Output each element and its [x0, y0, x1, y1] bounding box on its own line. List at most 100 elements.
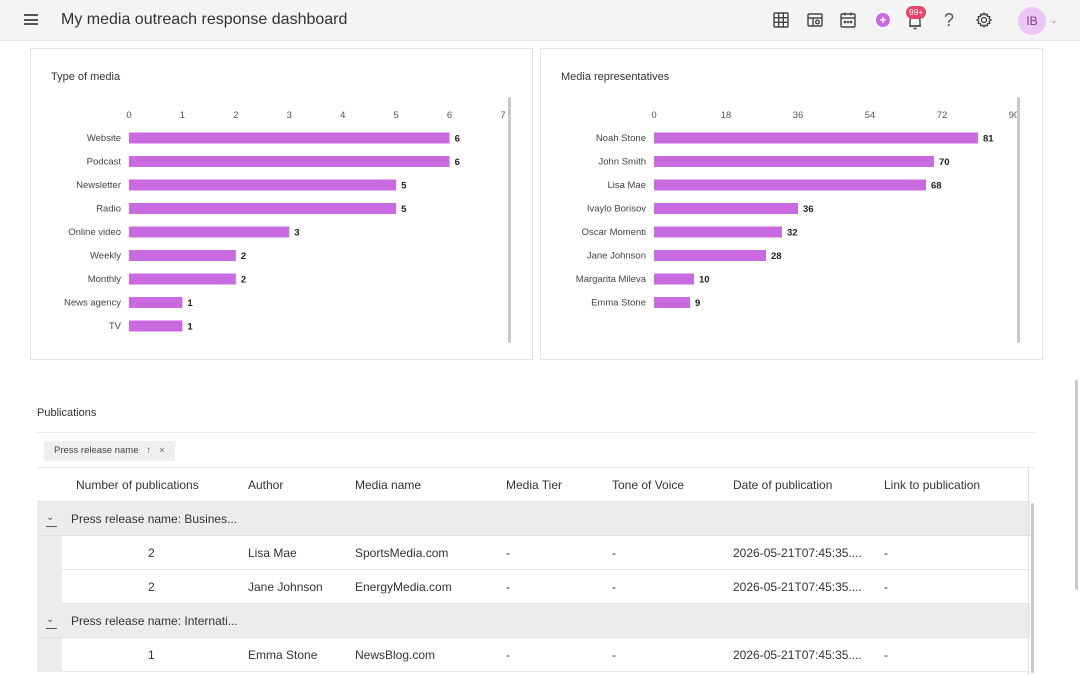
category-label: Radio [96, 204, 121, 215]
chart-title: Media representatives [561, 71, 670, 83]
bar [129, 250, 236, 261]
page-title: My media outreach response dashboard [61, 11, 348, 28]
data-label: 6 [455, 157, 460, 168]
x-tick-label: 36 [793, 110, 804, 121]
category-label: Jane Johnson [587, 251, 646, 262]
cell-tone: - [612, 648, 616, 662]
chevron-underline [46, 526, 57, 527]
top-bar: My media outreach response dashboard + 9… [0, 0, 1080, 41]
data-label: 10 [699, 275, 710, 286]
help-icon[interactable]: ? [944, 10, 955, 30]
x-tick-label: 18 [721, 110, 732, 121]
x-tick-label: 1 [180, 110, 185, 121]
bar [654, 179, 926, 191]
column-header[interactable]: Date of publication [733, 478, 833, 492]
data-label: 32 [787, 228, 798, 239]
bar [129, 273, 236, 285]
bar [654, 250, 766, 261]
table-edge [1028, 468, 1029, 675]
category-label: Website [87, 133, 121, 144]
gear-icon[interactable] [975, 11, 993, 29]
menu-icon[interactable] [24, 14, 38, 25]
chevron-down-icon[interactable]: ⌄ [1050, 15, 1058, 25]
group-label: Press release name: Internati... [71, 614, 238, 628]
column-header[interactable]: Tone of Voice [612, 478, 685, 492]
chart-title: Type of media [51, 71, 121, 83]
cell-author: Emma Stone [248, 648, 318, 662]
table-row[interactable]: 2 Lisa Mae SportsMedia.com - - 2026-05-2… [37, 536, 1030, 570]
data-label: 36 [803, 204, 814, 215]
cell-author: Jane Johnson [248, 580, 323, 594]
column-header[interactable]: Media Tier [506, 478, 563, 492]
category-label: Newsletter [76, 180, 121, 191]
chart-scrollbar[interactable] [508, 97, 511, 343]
bar [654, 226, 782, 238]
column-header[interactable]: Number of publications [76, 478, 199, 492]
chart-scrollbar[interactable] [1017, 97, 1020, 343]
cell-media: EnergyMedia.com [355, 580, 452, 594]
cell-media: NewsBlog.com [355, 648, 436, 662]
x-tick-label: 7 [500, 110, 505, 121]
table-row[interactable]: 1 Emma Stone NewsBlog.com - - 2026-05-21… [37, 638, 1030, 672]
bar [654, 273, 694, 285]
divider [37, 432, 1035, 433]
table-scrollbar[interactable] [1031, 503, 1034, 673]
cell-count: 1 [148, 648, 155, 662]
chip-label: Press release name [54, 445, 139, 456]
column-header[interactable]: Author [248, 478, 284, 492]
category-label: Podcast [87, 157, 122, 168]
add-icon[interactable]: + [876, 13, 890, 27]
sort-ascending-icon[interactable]: ↑ [146, 445, 152, 456]
publications-table: Number of publications Author Media name… [37, 468, 1030, 672]
cell-link: - [884, 580, 888, 594]
category-label: Oscar Momenti [582, 227, 646, 238]
data-label: 5 [401, 181, 407, 192]
data-label: 6 [455, 134, 460, 145]
table-row[interactable]: 2 Jane Johnson EnergyMedia.com - - 2026-… [37, 570, 1030, 604]
data-label: 5 [401, 204, 407, 215]
cell-date: 2026-05-21T07:45:35.... [733, 580, 862, 594]
x-tick-label: 3 [287, 110, 292, 121]
column-header[interactable]: Media name [355, 478, 422, 492]
grid-icon[interactable] [772, 11, 790, 29]
bar [129, 203, 397, 214]
notification-badge: 99+ [906, 6, 927, 19]
bar [129, 156, 450, 167]
bar [654, 297, 690, 308]
cell-count: 2 [148, 546, 155, 560]
chevron-down-icon[interactable]: ⌄ [46, 512, 55, 523]
avatar[interactable]: IB [1018, 7, 1046, 35]
calendar-icon[interactable] [839, 11, 857, 29]
row-indent [37, 638, 62, 672]
table-settings-icon[interactable] [806, 11, 824, 29]
data-label: 28 [771, 251, 782, 262]
category-label: Lisa Mae [607, 180, 646, 191]
bar [654, 203, 798, 214]
category-label: Emma Stone [591, 298, 646, 309]
bar [129, 320, 183, 332]
cell-tier: - [506, 580, 510, 594]
group-row[interactable]: ⌄ Press release name: Internati... [37, 604, 1030, 638]
row-indent [37, 536, 62, 570]
data-label: 9 [695, 298, 700, 309]
chevron-down-icon[interactable]: ⌄ [46, 614, 55, 625]
data-label: 81 [983, 134, 994, 145]
data-label: 1 [187, 298, 193, 309]
column-header[interactable]: Link to publication [884, 478, 981, 492]
bar [129, 226, 290, 238]
group-row[interactable]: ⌄ Press release name: Busines... [37, 502, 1030, 536]
media-representatives-panel: Media representatives 0 18 36 54 72 90 Noah St… [540, 48, 1043, 360]
cell-tone: - [612, 546, 616, 560]
type-of-media-chart: 0 1 2 3 4 5 6 7 Website 6 Podcast 6 Newsletter 5 Radio… [64, 110, 506, 333]
close-icon[interactable]: × [159, 445, 165, 456]
page-scrollbar[interactable] [1075, 380, 1078, 590]
group-by-chip[interactable]: Press release name ↑ × [44, 441, 175, 461]
cell-link: - [884, 546, 888, 560]
cell-tier: - [506, 648, 510, 662]
data-label: 1 [187, 322, 193, 333]
x-tick-label: 90 [1009, 110, 1020, 121]
bar [654, 156, 934, 167]
divider [37, 467, 1035, 468]
cell-count: 2 [148, 580, 155, 594]
media-representatives-chart: 0 18 36 54 72 90 Noah Stone 81 John Smith 70 Lisa … [576, 110, 1020, 309]
